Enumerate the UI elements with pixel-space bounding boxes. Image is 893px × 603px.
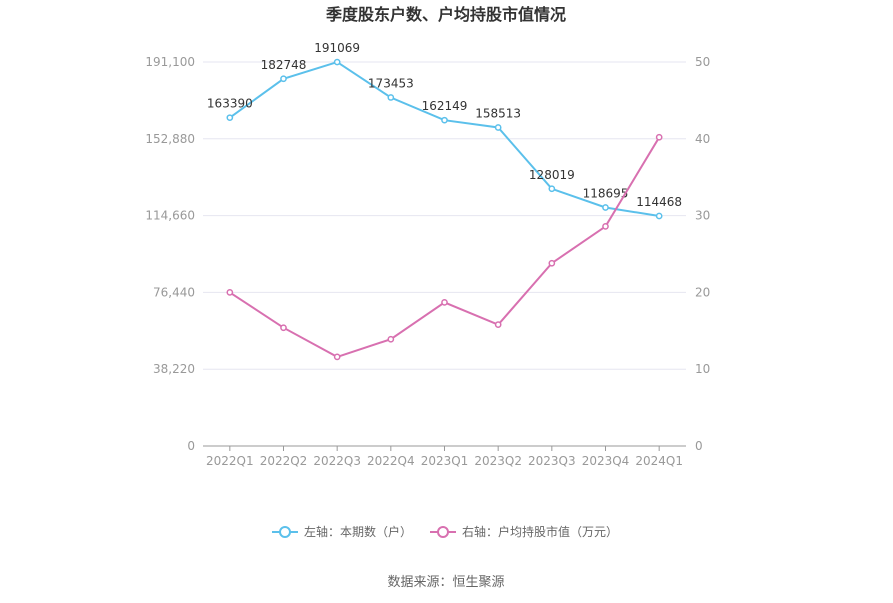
data-point [333, 353, 341, 361]
data-point [655, 212, 663, 220]
legend-marker-icon [437, 526, 449, 538]
x-tick-label: 2023Q1 [421, 454, 469, 468]
data-label: 128019 [529, 168, 575, 182]
series-2 [226, 133, 663, 361]
right-tick-label: 20 [695, 285, 710, 299]
data-label: 118695 [583, 186, 629, 200]
x-tick-label: 2023Q4 [582, 454, 630, 468]
right-tick-label: 10 [695, 362, 710, 376]
data-point [548, 259, 556, 267]
grid-lines [203, 61, 686, 370]
legend-label: 右轴：户均持股市值（万元） [462, 524, 618, 539]
right-tick-label: 30 [695, 209, 710, 223]
legend: 左轴：本期数（户） 右轴：户均持股市值（万元） [272, 524, 618, 539]
legend-item[interactable]: 右轴：户均持股市值（万元） [430, 524, 618, 539]
data-point [441, 116, 448, 124]
left-tick-label: 191,100 [145, 55, 195, 69]
legend-marker-icon [279, 526, 291, 538]
data-point [280, 75, 287, 83]
chart-title: 季度股东户数、户均持股市值情况 [325, 5, 566, 24]
data-point [494, 124, 502, 131]
data-label: 158513 [475, 106, 521, 120]
x-tick-label: 2023Q2 [474, 454, 522, 468]
left-tick-label: 38,220 [153, 362, 195, 376]
right-axis-ticks: 0 10 20 30 40 50 [695, 55, 710, 453]
left-axis-ticks: 0 38,220 76,440 114,660 152,880 191,100 [145, 55, 195, 453]
data-point [548, 185, 556, 193]
data-point [441, 299, 448, 306]
series-layer: 163390 182748 191069 173453 162149 158513 1280… [207, 41, 682, 361]
x-tick-label: 2024Q1 [635, 454, 683, 468]
x-tick-label: 2023Q3 [528, 454, 576, 468]
right-tick-label: 50 [695, 55, 710, 69]
data-label: 163390 [207, 97, 253, 111]
data-label: 114468 [636, 195, 682, 209]
x-tick-label: 2022Q3 [313, 454, 361, 468]
data-point [494, 321, 502, 329]
series-1: 163390 182748 191069 173453 162149 158513 1280… [207, 41, 682, 220]
data-point [226, 289, 234, 296]
left-tick-label: 76,440 [153, 285, 195, 299]
data-point [280, 324, 287, 332]
data-label: 173453 [368, 76, 414, 90]
x-tick-label: 2022Q4 [367, 454, 415, 468]
data-point [602, 223, 609, 230]
data-point [226, 114, 234, 122]
data-label: 191069 [314, 41, 360, 55]
data-point [387, 94, 395, 101]
data-point [387, 335, 395, 343]
legend-label: 左轴：本期数（户） [304, 524, 412, 539]
data-label: 182748 [261, 58, 307, 72]
x-tick-label: 2022Q1 [206, 454, 254, 468]
left-tick-label: 152,880 [145, 132, 195, 146]
left-tick-label: 0 [187, 439, 195, 453]
x-tick-label: 2022Q2 [260, 454, 308, 468]
data-point [333, 58, 341, 66]
left-tick-label: 114,660 [145, 209, 195, 223]
series-line [229, 136, 661, 358]
right-tick-label: 40 [695, 132, 710, 146]
right-tick-label: 0 [695, 439, 703, 453]
x-axis: 2022Q1 2022Q2 2022Q3 2022Q4 2023Q1 2023Q2 2023… [203, 445, 686, 468]
legend-item[interactable]: 左轴：本期数（户） [272, 524, 412, 539]
data-label: 162149 [422, 99, 468, 113]
data-point [655, 133, 663, 141]
data-point [602, 204, 609, 211]
source-text: 数据来源：恒生聚源 [387, 575, 504, 590]
